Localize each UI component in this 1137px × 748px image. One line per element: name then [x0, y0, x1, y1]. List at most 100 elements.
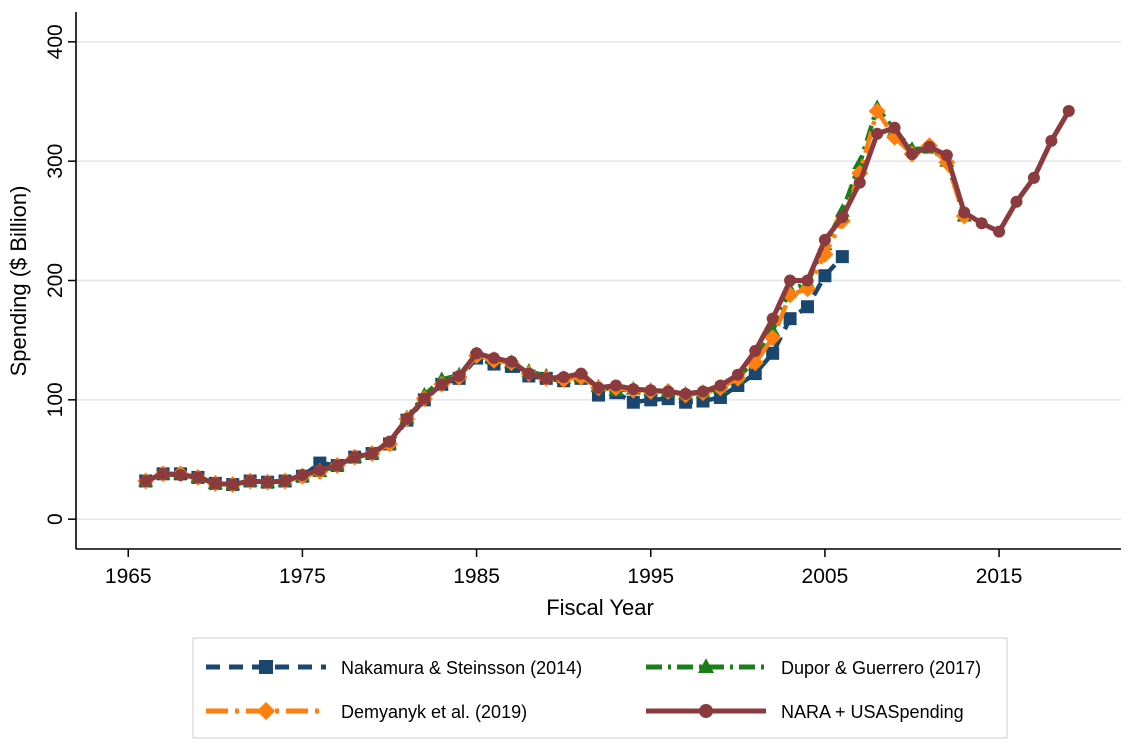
y-tick-label-0: 0: [44, 513, 67, 525]
series-3-point-36: [766, 312, 779, 325]
series-3-point-10: [313, 464, 326, 477]
x-tick-label-0: 1965: [105, 565, 152, 588]
series-3-point-33: [714, 379, 727, 392]
series-3-point-35: [749, 344, 762, 357]
series-3-point-22: [522, 367, 535, 380]
series-3-point-0: [139, 474, 152, 487]
legend-box: [192, 637, 1008, 739]
series-3-point-45: [923, 140, 936, 153]
series-3-point-26: [592, 381, 605, 394]
legend-marker-1: [697, 658, 715, 673]
series-3-point-24: [557, 371, 570, 384]
series-2-point-43: [886, 128, 904, 146]
series-3-point-47: [958, 206, 971, 219]
legend: Nakamura & Steinsson (2014) Dupor & Guerr…: [192, 637, 1008, 739]
series-3-point-4: [209, 477, 222, 490]
x-tick-label-5: 2015: [976, 565, 1023, 588]
x-tick-label-1: 1975: [279, 565, 326, 588]
series-3-point-29: [644, 384, 657, 397]
series-3-point-16: [418, 392, 431, 405]
series-0-point-28: [626, 395, 640, 409]
series-3-point-13: [366, 447, 379, 460]
series-3-point-6: [244, 474, 257, 487]
series-3-point-12: [348, 451, 361, 464]
series-3-point-31: [679, 387, 692, 400]
series-3-point-21: [505, 355, 518, 368]
series: [137, 99, 1075, 494]
legend-label-1: Dupor & Guerrero (2017): [781, 658, 981, 678]
series-3-point-41: [853, 176, 866, 189]
series-1-point-36: [765, 322, 781, 337]
series-3-point-50: [1010, 195, 1023, 208]
series-3-point-39: [818, 233, 831, 246]
series-3-point-40: [836, 211, 849, 224]
series-3-point-51: [1027, 171, 1040, 184]
x-tick-label-2: 1985: [453, 565, 500, 588]
x-axis-label: Fiscal Year: [546, 595, 654, 620]
series-3-point-20: [488, 352, 500, 365]
series-3-point-52: [1045, 134, 1058, 147]
series-0-point-37: [783, 312, 797, 326]
series-3-point-18: [453, 369, 466, 382]
series-3-point-42: [871, 127, 884, 140]
series-3-point-43: [888, 121, 901, 134]
series-line-2: [144, 108, 967, 487]
series-3-point-25: [575, 367, 588, 380]
series-3-point-14: [383, 435, 396, 448]
series-3-point-3: [191, 471, 204, 484]
series-3-point-15: [400, 412, 413, 425]
series-3-point-19: [470, 347, 483, 360]
series-3: [139, 105, 1075, 491]
series-3-point-23: [540, 372, 553, 385]
series-2-point-36: [764, 329, 782, 347]
legend-marker-2: [256, 701, 276, 721]
series-line-1: [144, 105, 967, 487]
y-tick-label-4: 400: [44, 24, 67, 59]
x-tick-label-4: 2005: [802, 565, 849, 588]
series-line-3: [144, 109, 1071, 488]
series-3-point-28: [627, 383, 640, 396]
series-3-point-27: [609, 379, 622, 392]
y-tick-label-3: 300: [44, 144, 67, 179]
series-3-point-30: [662, 385, 675, 398]
series-3-point-32: [697, 385, 709, 398]
series-3-point-9: [296, 469, 309, 482]
legend-label-2: Demyanyk et al. (2019): [341, 702, 527, 722]
series-2-point-39: [816, 245, 834, 263]
legend-label-3: NARA + USASpending: [781, 702, 964, 722]
series-3-point-53: [1062, 105, 1075, 118]
series-0-point-36: [766, 346, 780, 360]
series-3-point-37: [784, 274, 797, 287]
series-0-point-35: [748, 367, 762, 381]
series-3-point-46: [940, 149, 953, 162]
series-3-point-2: [174, 469, 187, 482]
y-axis-label: Spending ($ Billion): [6, 186, 31, 377]
legend-marker-3: [699, 704, 713, 718]
series-3-point-1: [157, 467, 170, 480]
series-0-point-39: [818, 269, 832, 283]
series-3-point-17: [435, 378, 448, 391]
series-1: [138, 99, 972, 491]
series-3-point-38: [801, 274, 814, 287]
ticks: 0 100 200 300 400 1965 1975 1985 1995 2005 2015: [44, 24, 1022, 588]
series-0-point-33: [713, 390, 727, 404]
series-3-point-5: [226, 478, 239, 491]
series-0-point-38: [801, 300, 814, 314]
series-3-point-44: [906, 148, 918, 161]
series-3-point-49: [993, 225, 1006, 238]
series-3-point-7: [261, 476, 274, 489]
y-tick-label-1: 100: [44, 382, 67, 417]
legend-marker-0: [259, 660, 273, 674]
legend-label-0: Nakamura & Steinsson (2014): [341, 658, 582, 678]
y-tick-label-2: 200: [44, 263, 67, 298]
series-3-point-8: [279, 474, 291, 487]
x-tick-label-3: 1995: [627, 565, 674, 588]
series-3-point-48: [975, 217, 988, 230]
gridlines: [76, 41, 1121, 520]
series-3-point-34: [731, 368, 744, 381]
series-3-point-11: [331, 459, 344, 472]
series-2-point-42: [868, 102, 886, 120]
series-0-point-40: [835, 250, 849, 264]
